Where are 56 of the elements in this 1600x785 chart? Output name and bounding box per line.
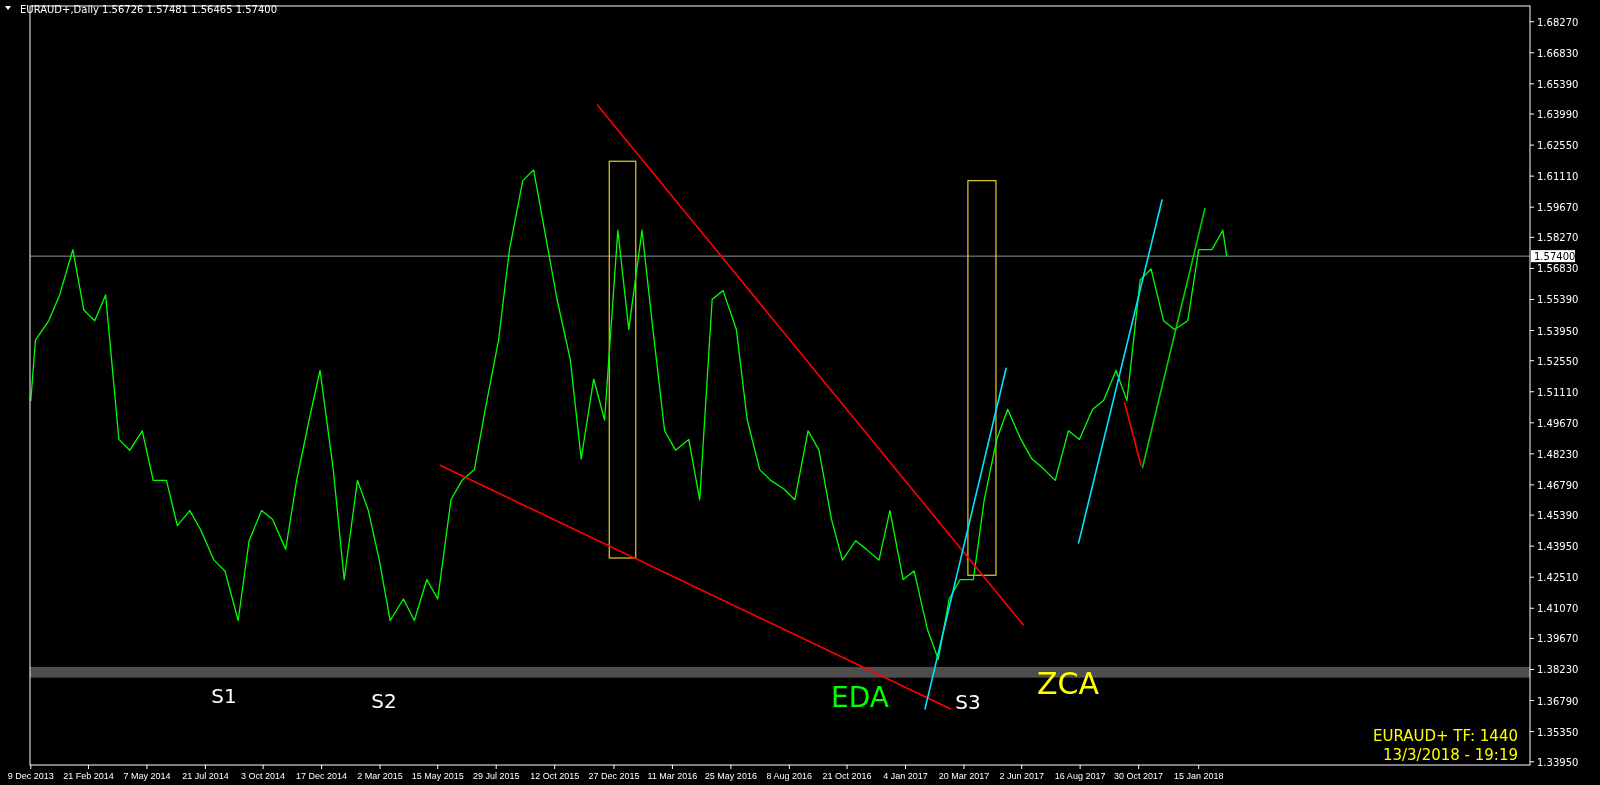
y-tick-label: 1.39670 — [1537, 633, 1579, 645]
annotation: S1 — [211, 683, 237, 708]
y-tick-label: 1.53950 — [1537, 325, 1579, 337]
y-tick-label: 1.42510 — [1537, 572, 1579, 584]
x-tick-label: 21 Feb 2014 — [63, 771, 114, 781]
y-tick-label: 1.51110 — [1537, 386, 1579, 398]
x-tick-label: 3 Oct 2014 — [241, 771, 286, 781]
x-tick-label: 20 Mar 2017 — [938, 771, 990, 781]
y-tick-label: 1.33950 — [1537, 756, 1579, 768]
x-tick-label: 16 Aug 2017 — [1054, 771, 1106, 781]
x-tick-label: 2 Jun 2017 — [999, 771, 1044, 781]
y-tick-label: 1.49670 — [1537, 417, 1579, 429]
y-tick-label: 1.68270 — [1537, 16, 1579, 28]
x-tick-label: 15 Jan 2018 — [1173, 771, 1224, 781]
x-tick-label: 9 Dec 2013 — [7, 771, 54, 781]
y-tick-label: 1.46790 — [1537, 479, 1579, 491]
y-tick-label: 1.58270 — [1537, 232, 1579, 244]
annotation: EDA — [831, 681, 889, 714]
x-tick-label: 27 Dec 2015 — [588, 771, 640, 781]
y-tick-label: 1.43950 — [1537, 541, 1579, 553]
y-tick-label: 1.62550 — [1537, 140, 1579, 152]
y-tick-label: 1.55390 — [1537, 294, 1579, 306]
y-tick-label: 1.65390 — [1537, 78, 1579, 90]
y-tick-label: 1.61110 — [1537, 171, 1579, 183]
x-tick-label: 4 Jan 2017 — [883, 771, 928, 781]
y-tick-label: 1.52550 — [1537, 355, 1579, 367]
chart-title: EURAUD+,Daily 1.56726 1.57481 1.56465 1.57400 — [20, 4, 278, 15]
annotation: S2 — [371, 688, 397, 713]
x-tick-label: 25 May 2016 — [704, 771, 757, 781]
x-tick-label: 15 May 2015 — [411, 771, 464, 781]
ref-line-label: 1.57400 — [1534, 251, 1576, 263]
annotation: S3 — [955, 689, 981, 714]
x-tick-label: 12 Oct 2015 — [530, 771, 580, 781]
y-tick-label: 1.66830 — [1537, 47, 1579, 59]
line-series — [30, 169, 1228, 660]
x-tick-label: 11 Mar 2016 — [647, 771, 698, 781]
x-tick-label: 30 Oct 2017 — [1114, 771, 1164, 781]
y-tick-label: 1.48230 — [1537, 448, 1579, 460]
x-tick-label: 2 Mar 2015 — [357, 771, 403, 781]
y-tick-label: 1.35350 — [1537, 726, 1579, 738]
y-tick-label: 1.36790 — [1537, 695, 1579, 707]
x-tick-label: 17 Dec 2014 — [296, 771, 348, 781]
y-tick-label: 1.38230 — [1537, 664, 1579, 676]
y-tick-label: 1.63990 — [1537, 109, 1579, 121]
x-tick-label: 21 Oct 2016 — [822, 771, 872, 781]
y-tick-label: 1.59670 — [1537, 202, 1579, 214]
x-tick-label: 7 May 2014 — [123, 771, 171, 781]
y-tick-label: 1.41070 — [1537, 603, 1579, 615]
x-tick-label: 21 Jul 2014 — [182, 771, 229, 781]
y-tick-label: 1.56830 — [1537, 263, 1579, 275]
annotation: ZCA — [1036, 665, 1100, 701]
y-tick-label: 1.45390 — [1537, 510, 1579, 522]
x-tick-label: 29 Jul 2015 — [472, 771, 520, 781]
x-tick-label: 8 Aug 2016 — [766, 771, 813, 781]
annotation: EURAUD+ TF: 1440 — [1372, 726, 1518, 745]
annotation: 13/3/2018 - 19:19 — [1382, 745, 1518, 764]
